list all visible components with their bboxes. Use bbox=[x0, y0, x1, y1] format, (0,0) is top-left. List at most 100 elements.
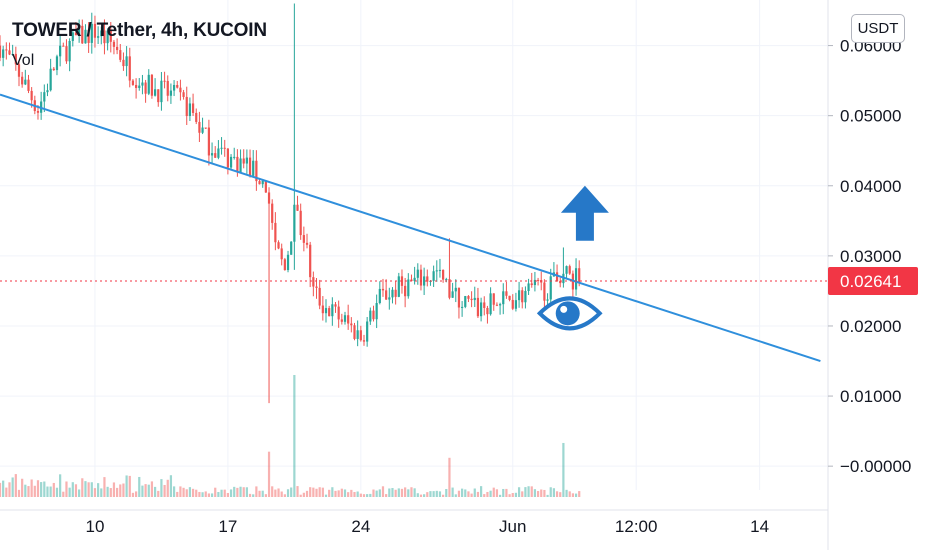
volume-bar bbox=[71, 482, 74, 497]
volume-bar bbox=[362, 494, 366, 497]
candle-body bbox=[17, 64, 21, 77]
volume-bar bbox=[0, 482, 2, 497]
volume-indicator-label[interactable]: Vol bbox=[12, 52, 35, 69]
volume-bar bbox=[309, 487, 312, 497]
volume-bar bbox=[176, 491, 179, 497]
volume-bar bbox=[426, 492, 429, 497]
volume-bar bbox=[413, 488, 416, 497]
volume-bar bbox=[210, 493, 214, 497]
eye-pupil bbox=[555, 301, 580, 326]
candle-body bbox=[498, 304, 502, 306]
volume-bar bbox=[62, 491, 65, 497]
y-tick-label: 0.05000 bbox=[840, 107, 901, 126]
volume-bar bbox=[163, 484, 166, 497]
volume-bar bbox=[578, 491, 581, 497]
volume-bar bbox=[245, 487, 248, 497]
volume-bar bbox=[565, 489, 568, 497]
volume-bar bbox=[340, 488, 343, 497]
volume-bar bbox=[429, 491, 432, 497]
volume-bar bbox=[109, 488, 112, 497]
candle-body bbox=[416, 269, 419, 278]
candle-body bbox=[476, 297, 480, 317]
volume-bar bbox=[404, 487, 407, 497]
volume-bar bbox=[305, 490, 309, 497]
volume-bar bbox=[530, 486, 533, 497]
candle-body bbox=[220, 147, 223, 149]
volume-bar bbox=[524, 487, 527, 497]
candle-body bbox=[435, 270, 438, 272]
volume-bar bbox=[385, 494, 388, 497]
candle-body bbox=[359, 330, 362, 341]
x-tick-label: Jun bbox=[499, 517, 526, 536]
volume-bar bbox=[188, 487, 192, 497]
volume-bar bbox=[55, 487, 59, 497]
volume-bar bbox=[343, 489, 347, 497]
candle-body bbox=[226, 148, 229, 168]
volume-bar bbox=[511, 493, 514, 497]
candle-body bbox=[21, 76, 24, 85]
volume-bar bbox=[492, 487, 495, 497]
candle-body bbox=[419, 269, 423, 286]
volume-bar bbox=[461, 488, 464, 497]
volume-bar bbox=[24, 484, 27, 497]
y-tick-label: 0.04000 bbox=[840, 177, 901, 196]
volume-bar bbox=[52, 482, 55, 497]
candle-body bbox=[24, 79, 27, 85]
candle-body bbox=[366, 321, 369, 342]
candle-body bbox=[27, 79, 30, 91]
volume-bar bbox=[248, 493, 252, 497]
volume-bar bbox=[366, 494, 369, 497]
candle-body bbox=[204, 127, 207, 129]
volume-bar bbox=[93, 488, 97, 497]
volume-bar bbox=[97, 483, 100, 497]
volume-bar bbox=[356, 491, 359, 497]
candle-body bbox=[87, 29, 90, 43]
candle-body bbox=[442, 269, 445, 280]
y-tick-label: 0.03000 bbox=[840, 247, 901, 266]
volume-bar bbox=[391, 488, 394, 497]
volume-bar bbox=[498, 494, 502, 497]
candle-body bbox=[141, 82, 144, 86]
volume-bar bbox=[280, 491, 283, 497]
candle-body bbox=[242, 158, 245, 164]
candle-body bbox=[302, 235, 305, 243]
candle-body bbox=[362, 340, 366, 342]
candle-body bbox=[119, 50, 122, 60]
candlesticks bbox=[0, 3, 581, 404]
volume-bar bbox=[574, 493, 578, 497]
candle-body bbox=[375, 303, 378, 320]
currency-button[interactable]: USDT bbox=[851, 14, 905, 43]
candle-body bbox=[30, 90, 33, 101]
volume-bar bbox=[568, 491, 571, 497]
candle-body bbox=[166, 80, 169, 96]
volume-bar bbox=[191, 488, 195, 497]
candle-body bbox=[517, 290, 521, 301]
candle-body bbox=[467, 296, 470, 299]
candle-body bbox=[255, 160, 258, 182]
volume-bar bbox=[125, 475, 128, 497]
candle-body bbox=[2, 49, 5, 58]
volume-bar bbox=[527, 486, 530, 497]
candle-body bbox=[410, 279, 413, 282]
volume-bar bbox=[166, 479, 169, 497]
volume-bar bbox=[65, 481, 68, 497]
candle-body bbox=[315, 286, 318, 288]
volume-bar bbox=[46, 486, 49, 497]
candle-body bbox=[109, 30, 112, 42]
volume-bar bbox=[473, 488, 476, 497]
volume-bar bbox=[261, 490, 264, 497]
candle-body bbox=[347, 315, 350, 324]
volume-bar bbox=[271, 486, 274, 497]
volume-bar bbox=[21, 478, 24, 497]
candle-body bbox=[505, 291, 508, 296]
candle-body bbox=[81, 25, 84, 44]
candle-body bbox=[521, 290, 524, 303]
candle-body bbox=[381, 288, 385, 291]
candle-body bbox=[131, 80, 135, 85]
volume-bar bbox=[258, 490, 261, 497]
volume-bar bbox=[296, 486, 299, 497]
volume-bar bbox=[144, 484, 147, 497]
candle-body bbox=[340, 319, 343, 322]
